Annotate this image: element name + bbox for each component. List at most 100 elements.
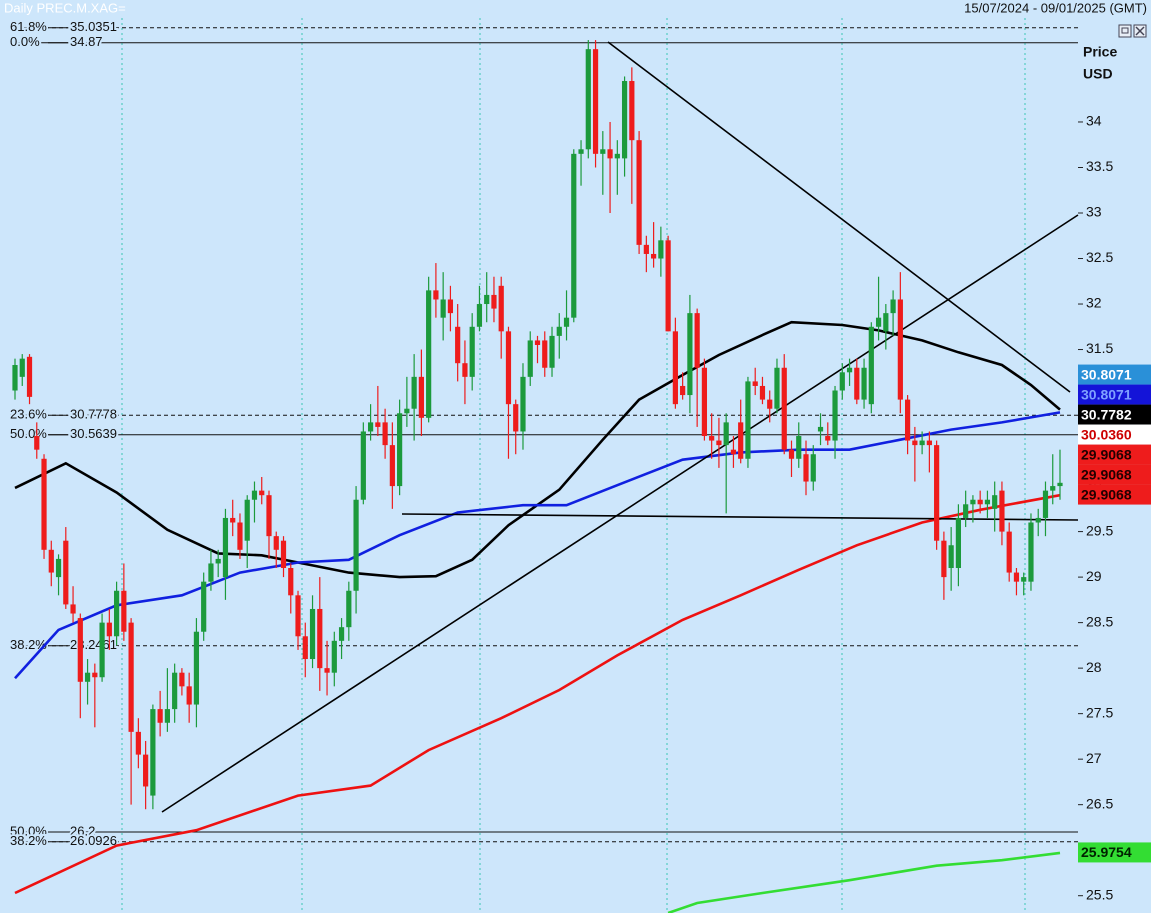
candle-body — [651, 253, 657, 259]
candle-body — [781, 367, 787, 450]
y-tick-label: 32.5 — [1086, 249, 1113, 265]
y-axis-label: Price — [1083, 44, 1117, 60]
candle-body — [563, 317, 570, 327]
price-tag-label: 29.9068 — [1081, 486, 1132, 502]
y-tick-label: 25.5 — [1086, 886, 1113, 902]
candle-body — [759, 385, 766, 400]
candle-body — [716, 440, 722, 446]
candle-body — [19, 358, 25, 377]
price-tags: 30.8071 30.8071 30.7782 30.0360 29.9068 29.90… — [1078, 364, 1151, 863]
price-tag-label: 30.7782 — [1081, 406, 1132, 422]
candle-body — [592, 49, 599, 154]
candle-body — [317, 608, 323, 669]
moving-average-line — [667, 851, 1061, 913]
candle-body — [302, 636, 308, 660]
candle-body — [665, 240, 671, 332]
candle-body — [309, 608, 316, 660]
candle-body — [128, 622, 134, 732]
candle-body — [963, 504, 969, 518]
candle-body — [353, 499, 359, 591]
candle-body — [527, 340, 533, 377]
candle-body — [251, 490, 258, 500]
candle-body — [172, 672, 178, 710]
candle-body — [491, 294, 497, 309]
candle-body — [578, 149, 584, 154]
restore-icon[interactable] — [1118, 24, 1132, 38]
candle-body — [84, 672, 91, 682]
fib-percent: 50.0% — [10, 823, 47, 838]
y-tick-label: 32 — [1086, 295, 1102, 311]
close-glyph[interactable] — [1135, 26, 1145, 36]
candle-body — [375, 422, 381, 427]
candle-body — [694, 313, 700, 368]
price-tag-label: 30.8071 — [1081, 386, 1132, 402]
candle-body — [854, 367, 860, 400]
candle-body — [505, 331, 512, 405]
restore-glyph[interactable] — [1121, 27, 1129, 34]
vertical-grid — [121, 18, 1026, 913]
candle-body — [113, 590, 120, 637]
candle-body — [280, 540, 287, 569]
candle-body — [687, 313, 693, 396]
y-tick-label: 33 — [1086, 204, 1102, 220]
candle-body — [237, 522, 243, 550]
y-tick-label: 26.5 — [1086, 795, 1113, 811]
candle-body — [955, 517, 962, 569]
candle-body — [890, 299, 896, 314]
candle-body — [672, 331, 678, 405]
candle-body — [121, 590, 127, 632]
candle-body — [397, 413, 403, 487]
y-tick-label: 29 — [1086, 568, 1102, 584]
candle-body — [919, 440, 925, 446]
candle-body — [817, 426, 824, 432]
price-tag — [1078, 444, 1151, 465]
candle-body — [150, 709, 156, 796]
chart-subtitle: 15/07/2024 - 09/01/2025 (GMT) — [964, 0, 1147, 15]
candle-body — [208, 563, 214, 582]
candle-body — [1013, 572, 1020, 582]
candle-body — [709, 436, 715, 441]
candle-body — [266, 495, 272, 537]
candle-body — [926, 440, 932, 446]
candle-body — [63, 540, 69, 605]
price-tag-label: 29.9068 — [1081, 466, 1132, 482]
fib-value: 30.7778 — [70, 407, 117, 422]
candle-body — [338, 627, 345, 641]
candle-body — [636, 140, 642, 245]
candle-body — [875, 317, 882, 327]
candle-body — [774, 367, 780, 409]
candle-body — [77, 618, 83, 682]
fib-value: 35.0351 — [70, 19, 117, 34]
candle-body — [201, 581, 207, 632]
price-tag — [1078, 364, 1151, 385]
candle-body — [106, 622, 112, 637]
candle-body — [411, 376, 417, 409]
candle-body — [948, 545, 954, 569]
candle-body — [723, 422, 729, 446]
candle-body — [977, 499, 983, 505]
price-tag-label: 29.9068 — [1081, 446, 1132, 462]
price-tag — [1078, 424, 1151, 445]
candle-body — [752, 381, 758, 386]
candle-body — [542, 340, 548, 368]
candle-body — [796, 436, 802, 459]
candle-body — [658, 240, 664, 259]
candle-body — [244, 499, 250, 541]
candle-body — [273, 536, 279, 550]
fib-levels: 61.8% 35.0351 0.0% 34.87 23.6% 30.7778 50.0% 30… — [8, 17, 1078, 850]
candle-body — [331, 640, 337, 673]
window-close-button[interactable] — [1133, 24, 1147, 38]
candle-body — [389, 445, 395, 487]
price-tag-label: 30.0360 — [1081, 426, 1132, 442]
candle-body — [288, 568, 294, 596]
fib-value: 28.2461 — [70, 637, 117, 652]
candle-body — [1042, 490, 1049, 518]
candle-body — [1050, 486, 1056, 491]
candle-body — [193, 631, 200, 705]
window-restore-button[interactable] — [1118, 24, 1132, 38]
moving-average-line — [14, 493, 1061, 895]
candles — [12, 40, 1063, 810]
candle-body — [1035, 517, 1041, 523]
